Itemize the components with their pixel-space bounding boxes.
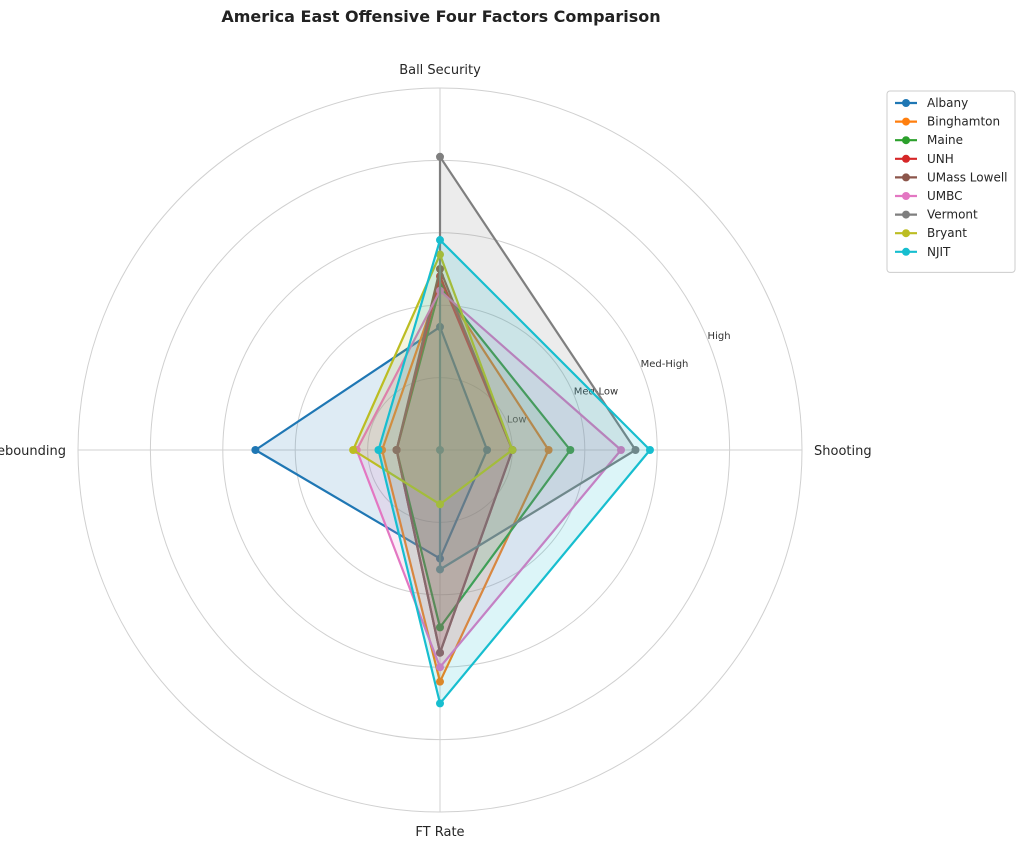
data-point <box>349 446 358 454</box>
series-area <box>356 290 621 668</box>
data-point <box>436 446 444 454</box>
legend: Albany Binghamton Maine UNH UMass Lowell UMBC… <box>886 90 1016 273</box>
legend-label: Albany <box>927 96 968 110</box>
legend-item: Maine <box>895 133 963 147</box>
series-area <box>378 240 650 704</box>
legend-label: Maine <box>927 133 963 147</box>
legend-marker <box>902 192 910 200</box>
data-point <box>392 446 401 454</box>
data-point <box>566 446 575 454</box>
legend-label: NJIT <box>927 245 951 259</box>
ring-label: Low <box>507 414 527 425</box>
data-point <box>436 250 444 259</box>
legend-item: Bryant <box>895 226 967 240</box>
series-layer <box>251 152 654 708</box>
legend-item: NJIT <box>895 245 951 259</box>
data-point <box>374 446 383 454</box>
legend-marker <box>902 117 910 126</box>
data-point <box>436 152 444 161</box>
series-area <box>353 254 513 505</box>
data-point <box>436 677 444 686</box>
legend-marker <box>902 136 910 145</box>
data-point <box>508 446 517 454</box>
legend-item: UMBC <box>895 189 963 203</box>
series-area <box>255 326 488 559</box>
legend-marker <box>902 247 910 256</box>
axis-label-off-rebounding: Off Rebounding <box>0 444 66 459</box>
legend-item: Albany <box>895 96 968 110</box>
data-point <box>544 446 553 454</box>
legend-marker <box>902 229 910 238</box>
legend-label: Vermont <box>927 208 978 222</box>
legend-label: Binghamton <box>927 115 1000 129</box>
data-point <box>631 446 640 454</box>
legend-label: UMBC <box>927 189 963 203</box>
series-area <box>382 283 549 682</box>
legend-marker <box>902 210 910 219</box>
legend-marker <box>902 99 910 107</box>
data-point <box>436 623 444 632</box>
legend-label: UNH <box>927 152 954 166</box>
data-point <box>645 446 654 454</box>
axis-labels: Shooting Ball Security Off Rebounding FT Ra… <box>0 63 872 840</box>
data-point <box>436 236 444 245</box>
data-point <box>251 446 260 454</box>
data-point <box>436 648 444 657</box>
legend-marker <box>902 154 910 163</box>
legend-box <box>886 90 1016 273</box>
series-bryant <box>349 250 517 509</box>
legend-item: Binghamton <box>895 115 1000 129</box>
axis-label-shooting: Shooting <box>814 444 872 459</box>
data-point <box>436 565 444 574</box>
axis-label-ball-security: Ball Security <box>399 63 481 78</box>
series-area <box>396 276 513 653</box>
axis-label-ft-rate: FT Rate <box>415 825 464 840</box>
data-point <box>436 500 444 509</box>
data-point <box>483 446 492 454</box>
legend-marker <box>902 173 910 182</box>
data-point <box>617 446 625 454</box>
data-point <box>436 699 444 708</box>
series-albany <box>251 322 492 563</box>
legend-label: Bryant <box>927 226 967 240</box>
legend-item: UNH <box>895 152 954 166</box>
chart-title: America East Offensive Four Factors Comp… <box>221 7 660 26</box>
ring-label: High <box>708 331 731 342</box>
series-area <box>396 269 513 653</box>
legend-label: UMass Lowell <box>927 170 1008 184</box>
series-njit <box>374 236 654 708</box>
legend-item: UMass Lowell <box>895 170 1008 184</box>
ring-label: Med-High <box>641 359 689 370</box>
data-point <box>436 663 444 672</box>
legend-item: Vermont <box>895 208 978 222</box>
